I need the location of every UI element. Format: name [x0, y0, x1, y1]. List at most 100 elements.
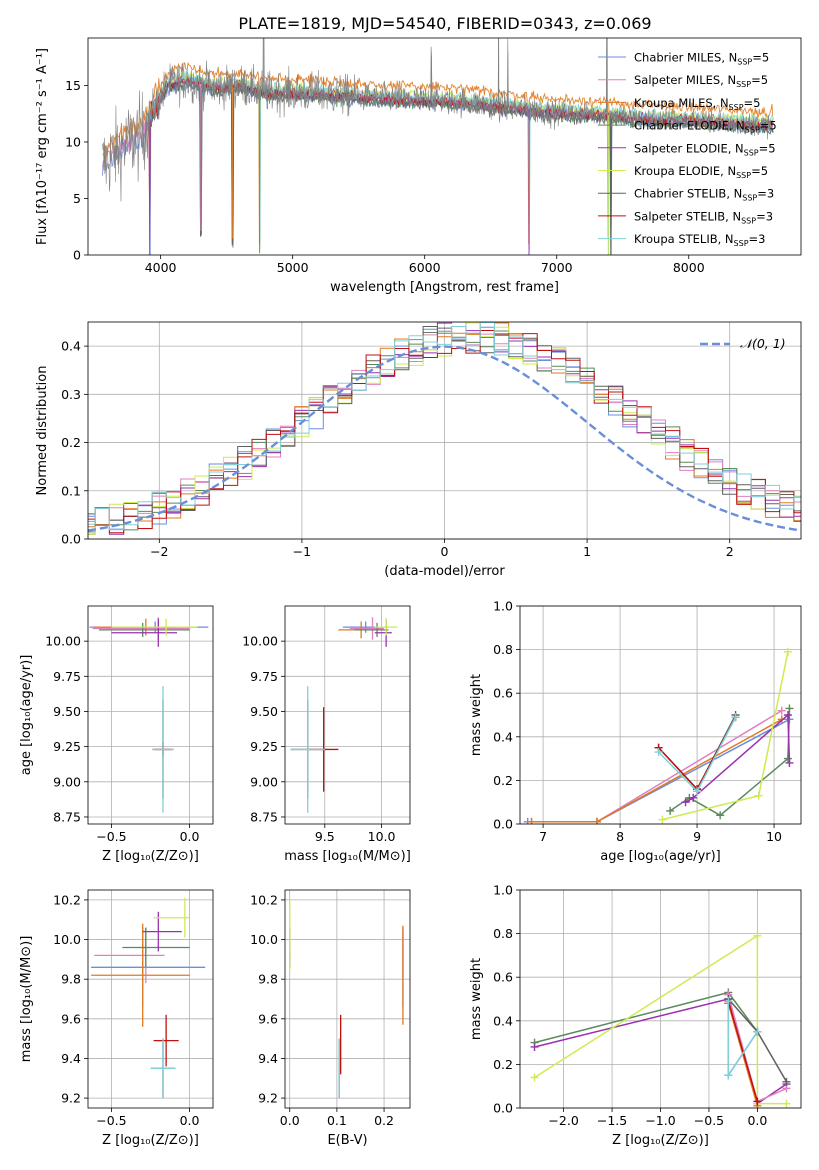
y-tick-label: 0.2: [61, 435, 81, 450]
y-tick-label: 0.2: [493, 773, 513, 788]
x-tick-label: −0.5: [96, 1113, 126, 1128]
y-tick-label: 10.00: [45, 634, 81, 649]
panel-mass-weight-vs-Z: −2.0 −1.5 −1.0 −0.5 0.0 0.0 0.2 0.4 0.6 0.8 1.0 Z […: [469, 883, 802, 1148]
y-tick-label: 0.0: [493, 817, 513, 832]
x-axis-label: Z [log₁₀(Z/Z⊙)]: [612, 1133, 709, 1148]
figure-title: PLATE=1819, MJD=54540, FIBERID=0343, z=0…: [238, 14, 651, 33]
y-tick-label: 9.2: [61, 1091, 81, 1106]
residual-histogram: [88, 322, 801, 535]
x-tick-label: 4000: [145, 260, 177, 275]
y-tick-label: 9.8: [61, 972, 81, 987]
y-tick-label: 10: [65, 134, 81, 149]
axes-frame: [284, 605, 411, 825]
x-tick-label: 0.1: [327, 1113, 347, 1128]
x-axis-label: Z [log₁₀(Z/Z⊙)]: [102, 849, 199, 864]
legend-label: Chabrier MILES, NSSP=5: [634, 51, 769, 67]
x-axis-label: (data-model)/error: [384, 564, 505, 579]
y-tick-label: 5: [73, 191, 81, 206]
y-tick-label: 0.0: [493, 1101, 513, 1116]
x-axis-label: wavelength [Angstrom, rest frame]: [330, 280, 559, 295]
mass-weight-marker: [658, 815, 667, 824]
x-tick-label: 10: [766, 829, 782, 844]
mass-weight-marker: [654, 748, 663, 757]
x-tick-label: −1.5: [597, 1113, 627, 1128]
x-tick-label: 10.0: [368, 829, 396, 844]
legend: Chabrier MILES, NSSP=5 Salpeter MILES, NS…: [598, 51, 777, 248]
mass-weight-line: [727, 1000, 759, 1102]
y-tick-label: 0.4: [493, 729, 513, 744]
residual-histogram: [88, 330, 801, 525]
y-tick-label: 1.0: [493, 599, 513, 614]
data-spectrum-line: [102, 38, 774, 202]
normal-curve: [88, 345, 801, 532]
residual-histogram: [88, 322, 801, 535]
mass-weight-line: [685, 713, 791, 803]
y-tick-label: 0.2: [493, 1057, 513, 1072]
x-tick-label: 0.2: [374, 1113, 394, 1128]
legend-label: Kroupa ELODIE, NSSP=5: [634, 164, 768, 180]
y-axis-label: mass weight: [469, 674, 484, 756]
axes-frame: [87, 321, 802, 540]
panel-residuals: −2 −1 0 1 2 0.0 0.1 0.2 0.3 0.4 (data-model)/error…: [35, 321, 802, 579]
axes-frame: [87, 37, 802, 256]
y-tick-label: 9.00: [53, 774, 81, 789]
x-tick-label: −0.5: [96, 829, 126, 844]
y-axis-label: Normed distribution: [35, 366, 50, 496]
y-tick-label: 9.25: [53, 739, 81, 754]
mass-weight-marker: [527, 817, 536, 824]
plot-area: [102, 38, 774, 255]
y-tick-label: 0: [73, 248, 81, 263]
y-tick-label: 9.6: [258, 1011, 278, 1026]
y-tick-label: 0.4: [61, 339, 81, 354]
plot-area: [530, 931, 791, 1108]
axes-frame: [284, 889, 411, 1109]
x-tick-label: 0.0: [747, 1113, 767, 1128]
mass-weight-marker: [693, 787, 702, 796]
y-tick-label: 10.2: [250, 892, 278, 907]
axes-frame: [87, 889, 214, 1109]
y-tick-label: 0.8: [493, 926, 513, 941]
plot-area: [88, 322, 801, 535]
mass-weight-marker: [724, 1071, 733, 1080]
panel-spectrum: 4000 5000 6000 7000 8000 0 5 10 15 wavelength [An…: [35, 37, 802, 295]
y-tick-label: 10.0: [53, 932, 81, 947]
mass-weight-marker: [666, 806, 675, 815]
y-tick-label: 9.4: [258, 1051, 278, 1066]
plot-area: [290, 617, 398, 813]
legend-label: 𝒩(0, 1): [740, 336, 786, 351]
x-tick-label: 1: [583, 544, 591, 559]
mass-weight-marker: [753, 931, 762, 940]
mass-weight-marker: [716, 811, 725, 820]
model-spectrum-line: [146, 78, 774, 255]
legend-label: Salpeter STELIB, NSSP=3: [634, 209, 773, 225]
mass-weight-marker: [754, 791, 763, 800]
x-axis-label: Z [log₁₀(Z/Z⊙)]: [102, 1133, 199, 1148]
y-tick-label: 8.75: [250, 809, 278, 824]
mass-weight-marker: [783, 647, 792, 656]
y-tick-label: 8.75: [53, 809, 81, 824]
panel-mass-weight-vs-age: 7 8 9 10 0.0 0.2 0.4 0.6 0.8 1.0 age [log₁₀(age/yr…: [469, 599, 802, 864]
x-tick-label: −2.0: [548, 1113, 578, 1128]
x-tick-label: 6000: [409, 260, 441, 275]
legend-label: Salpeter ELODIE, NSSP=5: [634, 141, 776, 157]
plot-area: [289, 899, 404, 1099]
y-tick-label: 0.8: [493, 642, 513, 657]
axes-frame: [519, 605, 802, 825]
mass-weight-marker: [731, 713, 740, 722]
mass-weight-marker: [785, 758, 794, 767]
legend-label: Kroupa STELIB, NSSP=3: [634, 232, 765, 248]
axes-frame: [87, 605, 214, 825]
x-axis-label: mass [log₁₀(M/M⊙)]: [284, 849, 411, 864]
residual-histogram: [88, 330, 801, 534]
residual-histogram: [88, 326, 801, 521]
y-tick-label: 9.50: [250, 704, 278, 719]
x-tick-label: 8000: [673, 260, 705, 275]
y-axis-label: mass weight: [469, 958, 484, 1040]
plot-area: [523, 647, 794, 824]
x-tick-label: 7000: [541, 260, 573, 275]
x-tick-label: 9: [693, 829, 701, 844]
y-tick-label: 0.1: [61, 483, 81, 498]
y-axis-label: age [log₁₀(age/yr)]: [19, 655, 34, 776]
y-tick-label: 0.4: [493, 1013, 513, 1028]
